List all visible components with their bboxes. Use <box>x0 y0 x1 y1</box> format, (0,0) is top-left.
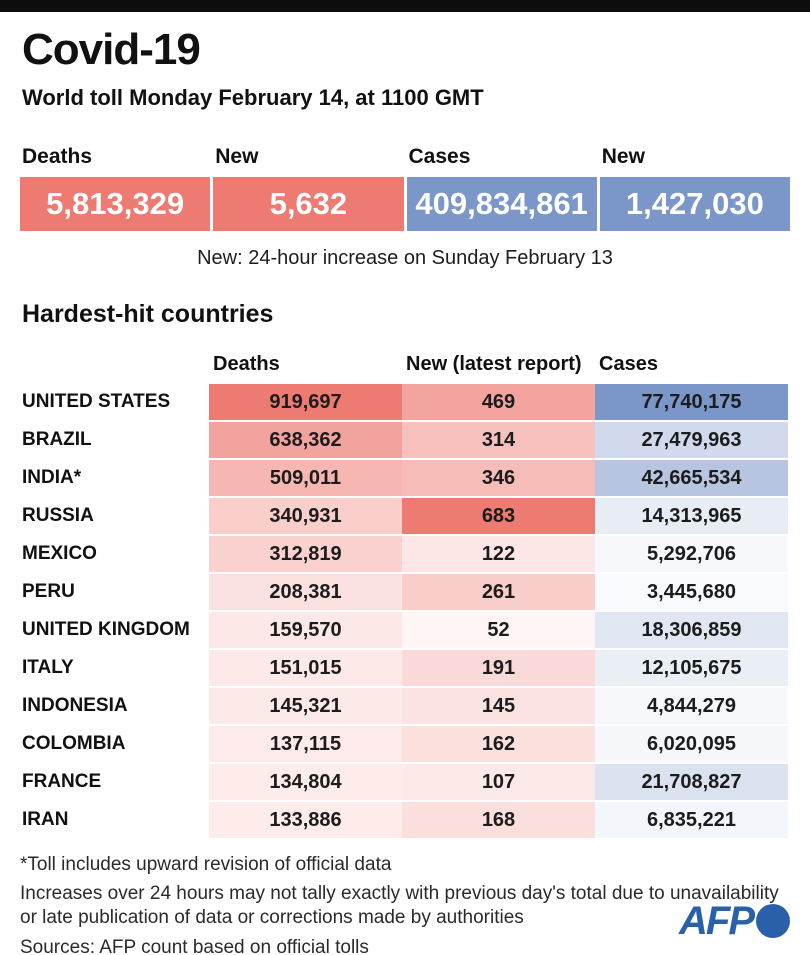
summary-label-cases: Cases <box>408 145 471 168</box>
summary-value-cases: 409,834,861 <box>406 177 597 231</box>
cases-cell: 42,665,534 <box>595 460 788 496</box>
summary-value-new-cases: 1,427,030 <box>599 177 790 231</box>
summary-value-new-deaths: 5,632 <box>213 177 404 231</box>
deaths-cell: 638,362 <box>209 422 402 458</box>
country-label: INDIA* <box>22 467 82 488</box>
new-cell: 191 <box>402 650 595 686</box>
new-cell: 168 <box>402 802 595 838</box>
footnote-asterisk: *Toll includes upward revision of offici… <box>20 854 392 875</box>
deaths-cell: 133,886 <box>209 802 402 838</box>
table-header-deaths: Deaths <box>213 353 280 375</box>
table-header-spacer <box>20 353 209 376</box>
footnote-increases-line1: Increases over 24 hours may not tally ex… <box>20 883 779 904</box>
table-row: FRANCE 134,804 107 21,708,827 <box>20 764 790 800</box>
table-header-row: Deaths New (latest report) Cases <box>20 353 790 376</box>
country-label: UNITED KINGDOM <box>22 619 190 640</box>
table-row: UNITED STATES 919,697 469 77,740,175 <box>20 384 790 420</box>
table-header-new: New (latest report) <box>406 353 582 375</box>
table-row: BRAZIL 638,362 314 27,479,963 <box>20 422 790 458</box>
summary-col-deaths: Deaths 5,813,329 <box>20 145 211 231</box>
country-label: UNITED STATES <box>22 391 171 412</box>
summary-label-new-deaths: New <box>215 145 259 168</box>
subtitle: World toll Monday February 14, at 1100 G… <box>22 85 484 110</box>
table-row: COLOMBIA 137,115 162 6,020,095 <box>20 726 790 762</box>
country-label: IRAN <box>22 809 69 830</box>
cases-cell: 18,306,859 <box>595 612 788 648</box>
cases-cell: 5,292,706 <box>595 536 788 572</box>
deaths-cell: 137,115 <box>209 726 402 762</box>
afp-logo: AFP <box>679 901 790 941</box>
deaths-cell: 509,011 <box>209 460 402 496</box>
new-cell: 107 <box>402 764 595 800</box>
table-row: PERU 208,381 261 3,445,680 <box>20 574 790 610</box>
new-cell: 314 <box>402 422 595 458</box>
cases-cell: 3,445,680 <box>595 574 788 610</box>
table-row: INDIA* 509,011 346 42,665,534 <box>20 460 790 496</box>
cases-cell: 77,740,175 <box>595 384 788 420</box>
new-cell: 683 <box>402 498 595 534</box>
country-label: RUSSIA <box>22 505 94 526</box>
content-area: Covid-19 World toll Monday February 14, … <box>0 28 810 955</box>
new-cell: 346 <box>402 460 595 496</box>
new-cell: 52 <box>402 612 595 648</box>
footnote-increases: Increases over 24 hours may not tally ex… <box>20 882 790 930</box>
summary-col-new-deaths: New 5,632 <box>213 145 404 231</box>
deaths-cell: 340,931 <box>209 498 402 534</box>
table-row: IRAN 133,886 168 6,835,221 <box>20 802 790 838</box>
cases-cell: 12,105,675 <box>595 650 788 686</box>
cases-cell: 4,844,279 <box>595 688 788 724</box>
country-label: COLOMBIA <box>22 733 126 754</box>
section-heading: Hardest-hit countries <box>22 300 274 328</box>
cases-cell: 27,479,963 <box>595 422 788 458</box>
cases-cell: 6,835,221 <box>595 802 788 838</box>
deaths-cell: 312,819 <box>209 536 402 572</box>
summary-value-deaths: 5,813,329 <box>20 177 211 231</box>
page-title: Covid-19 <box>22 25 201 74</box>
cases-cell: 21,708,827 <box>595 764 788 800</box>
sources-line: Sources: AFP count based on official tol… <box>20 937 369 955</box>
cases-cell: 6,020,095 <box>595 726 788 762</box>
new-cell: 162 <box>402 726 595 762</box>
table-row: INDONESIA 145,321 145 4,844,279 <box>20 688 790 724</box>
deaths-cell: 208,381 <box>209 574 402 610</box>
deaths-cell: 151,015 <box>209 650 402 686</box>
country-label: ITALY <box>22 657 74 678</box>
summary-label-deaths: Deaths <box>22 145 93 168</box>
summary-note: New: 24-hour increase on Sunday February… <box>197 247 613 269</box>
country-label: PERU <box>22 581 75 602</box>
table-row: ITALY 151,015 191 12,105,675 <box>20 650 790 686</box>
summary-col-new-cases: New 1,427,030 <box>599 145 790 231</box>
new-cell: 469 <box>402 384 595 420</box>
world-totals-strip: Deaths 5,813,329 New 5,632 Cases 409,834… <box>20 145 790 231</box>
country-label: BRAZIL <box>22 429 92 450</box>
country-label: MEXICO <box>22 543 97 564</box>
deaths-cell: 145,321 <box>209 688 402 724</box>
new-cell: 122 <box>402 536 595 572</box>
deaths-cell: 159,570 <box>209 612 402 648</box>
footnote-increases-line2: or late publication of data or correctio… <box>20 907 524 928</box>
new-cell: 145 <box>402 688 595 724</box>
country-label: FRANCE <box>22 771 102 792</box>
table-row: UNITED KINGDOM 159,570 52 18,306,859 <box>20 612 790 648</box>
cases-cell: 14,313,965 <box>595 498 788 534</box>
countries-table: UNITED STATES 919,697 469 77,740,175 BRAZIL 6… <box>20 384 790 838</box>
table-row: RUSSIA 340,931 683 14,313,965 <box>20 498 790 534</box>
afp-logo-text: AFP <box>679 899 755 943</box>
table-row: MEXICO 312,819 122 5,292,706 <box>20 536 790 572</box>
afp-logo-circle-icon <box>756 904 790 938</box>
deaths-cell: 919,697 <box>209 384 402 420</box>
new-cell: 261 <box>402 574 595 610</box>
table-header-cases: Cases <box>599 353 658 375</box>
deaths-cell: 134,804 <box>209 764 402 800</box>
summary-col-cases: Cases 409,834,861 <box>406 145 597 231</box>
footnotes: *Toll includes upward revision of offici… <box>20 853 790 955</box>
summary-label-new-cases: New <box>601 145 645 168</box>
country-label: INDONESIA <box>22 695 128 716</box>
top-bar <box>0 0 810 12</box>
